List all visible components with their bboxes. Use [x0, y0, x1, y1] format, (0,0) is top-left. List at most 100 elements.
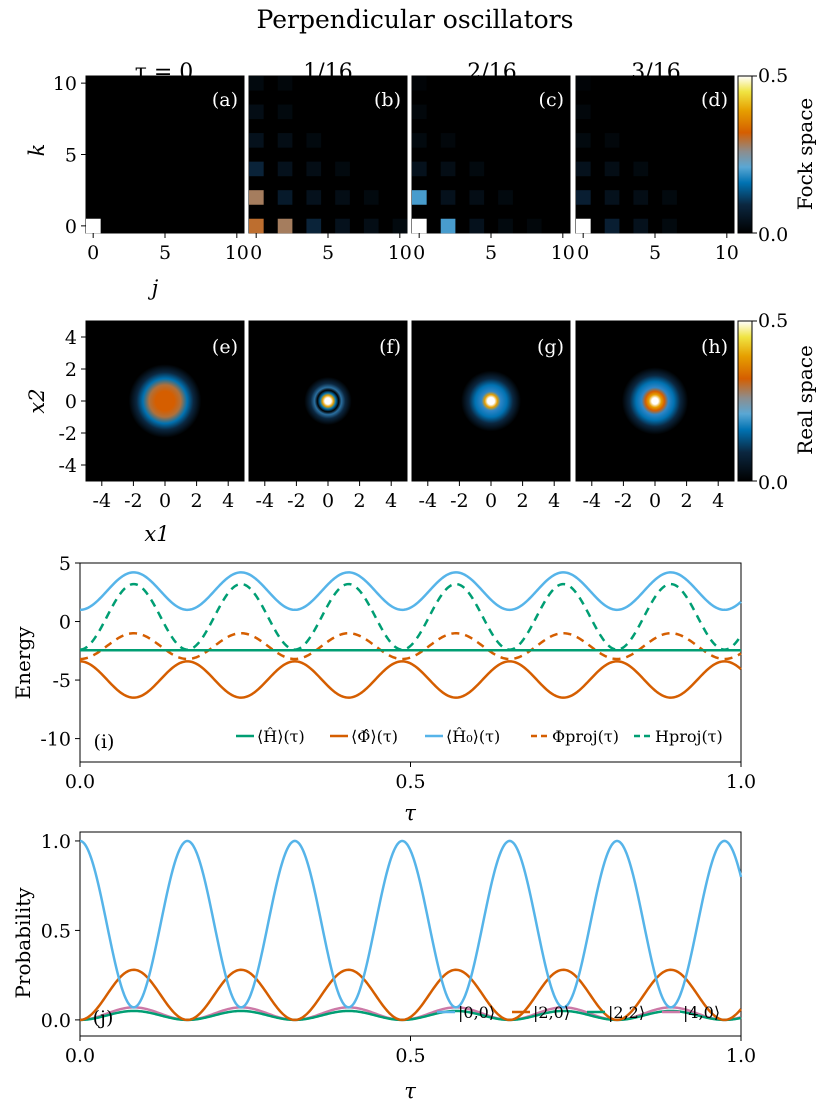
fock-cell [440, 133, 456, 148]
real-xtick-label: 2 [191, 490, 203, 512]
fock-panel-background [85, 75, 245, 234]
real-xtick-label: -4 [419, 490, 438, 512]
fock-ytick-label: 0 [65, 216, 77, 238]
real-density [248, 320, 408, 482]
real-xtick-label: 4 [548, 490, 560, 512]
real-xtick-label: -2 [124, 490, 143, 512]
real-xlabel: x1 [144, 522, 169, 546]
real-panel-label: (e) [212, 336, 238, 358]
fock-panel-label: (c) [539, 89, 564, 111]
fock-cell [576, 161, 591, 177]
fock-cell [440, 161, 456, 177]
fock-xtick-label: 10 [551, 242, 575, 264]
fock-cell [412, 190, 427, 205]
fock-panel-label: (a) [212, 89, 238, 111]
real-xtick-label: 2 [681, 490, 693, 512]
fock-cell [662, 218, 677, 234]
fock-cell [412, 218, 427, 234]
energy-xtick-label: 1.0 [726, 771, 756, 793]
legend-label-p22: |2,2⟩ [608, 1003, 645, 1022]
legend-label-Phiproj: Φproj(τ) [552, 727, 619, 746]
real-colorbar [737, 320, 753, 482]
probability-legend: |0,0⟩ |2,0⟩ |2,2⟩ |4,0⟩ [437, 1003, 720, 1022]
fock-panel-background [248, 75, 408, 234]
legend-label-p40: |4,0⟩ [683, 1003, 720, 1022]
fock-cell [412, 161, 427, 177]
fock-cell [86, 218, 101, 234]
fock-cell [277, 161, 293, 177]
fock-cell [249, 104, 264, 120]
legend-label-Phi: ⟨Φ̂⟩(τ) [351, 727, 398, 746]
real-panel-label: (f) [379, 336, 401, 358]
fock-cell [277, 133, 293, 148]
fock-cell [604, 161, 620, 177]
fock-cell [440, 218, 456, 234]
probability-ticks: 1.0 0.5 0.0 0.0 0.5 1.0 [41, 831, 756, 1067]
fock-cell [249, 76, 264, 91]
fock-cell [306, 133, 322, 148]
fock-cell [249, 190, 264, 205]
probability-line-p00 [79, 839, 743, 1009]
real-colorbar-min: 0.0 [758, 472, 788, 494]
real-panel-label: (g) [537, 336, 564, 358]
energy-line-Phiproj [79, 631, 742, 661]
fock-cell [604, 218, 620, 234]
real-xtick-label: -4 [93, 490, 112, 512]
legend-label-Hproj: Hproj(τ) [655, 727, 723, 746]
fock-cell [498, 218, 513, 234]
fock-colorbar-max: 0.5 [758, 65, 788, 87]
fock-ytick-label: 10 [53, 73, 77, 95]
fock-cell [335, 190, 350, 205]
fock-cell [306, 190, 322, 205]
fock-xtick-label: 0 [413, 242, 425, 264]
fock-xtick-label: 0 [87, 242, 99, 264]
fock-cell [249, 133, 264, 148]
fock-cell [363, 218, 379, 234]
real-xtick-label: 2 [517, 490, 529, 512]
real-colorbar-max: 0.5 [758, 310, 788, 332]
real-xtick-label: -2 [614, 490, 633, 512]
real-colorbar-label: Real space [793, 345, 817, 455]
fock-panel-background [411, 75, 571, 234]
probability-xtick-label: 0.0 [65, 1045, 95, 1067]
fock-cell [277, 104, 293, 120]
fock-panel-3: (d) 0 5 10 [575, 75, 739, 264]
fock-panel-background [575, 75, 735, 234]
real-panel-2: (g) -4 -2 0 2 4 [411, 320, 571, 512]
fock-xtick-label: 10 [715, 242, 739, 264]
energy-legend: ⟨Ĥ⟩(τ) ⟨Φ̂⟩(τ) ⟨Ĥ₀⟩(τ) Φproj(τ) Hproj(τ) [236, 726, 723, 746]
fock-cell [277, 218, 293, 234]
fock-xtick-label: 0 [250, 242, 262, 264]
legend-label-H0: ⟨Ĥ₀⟩(τ) [446, 726, 500, 746]
energy-line-H0 [79, 571, 742, 612]
real-xtick-label: 0 [322, 490, 334, 512]
fock-cell [249, 218, 264, 234]
real-xtick-label: 0 [485, 490, 497, 512]
fock-colorbar-min: 0.0 [758, 224, 788, 246]
fock-cell [498, 190, 513, 205]
real-xtick-label: -4 [256, 490, 275, 512]
fock-cell [412, 133, 427, 148]
fock-xlabel: j [148, 276, 159, 300]
fock-cell [363, 190, 379, 205]
fock-cell [604, 133, 620, 148]
energy-panel-label: (i) [94, 731, 115, 753]
probability-panel: 1.0 0.5 0.0 0.0 0.5 1.0 (j) Probability τ |0,… [11, 831, 756, 1103]
fock-cell [469, 218, 485, 234]
fock-panel-1: (b) 0 5 10 [248, 75, 412, 264]
fock-cell [576, 76, 591, 91]
energy-ytick-label: 0 [59, 612, 71, 634]
fock-xtick-label: 0 [577, 242, 589, 264]
fock-cell [392, 218, 408, 234]
fock-xtick-label: 5 [485, 242, 497, 264]
fock-cell [526, 218, 542, 234]
probability-series [79, 839, 743, 1022]
legend-label-H: ⟨Ĥ⟩(τ) [257, 726, 305, 746]
real-ytick-label: 0 [65, 391, 77, 413]
fock-cell [469, 190, 485, 205]
fock-cell [306, 161, 322, 177]
real-xtick-label: 4 [385, 490, 397, 512]
